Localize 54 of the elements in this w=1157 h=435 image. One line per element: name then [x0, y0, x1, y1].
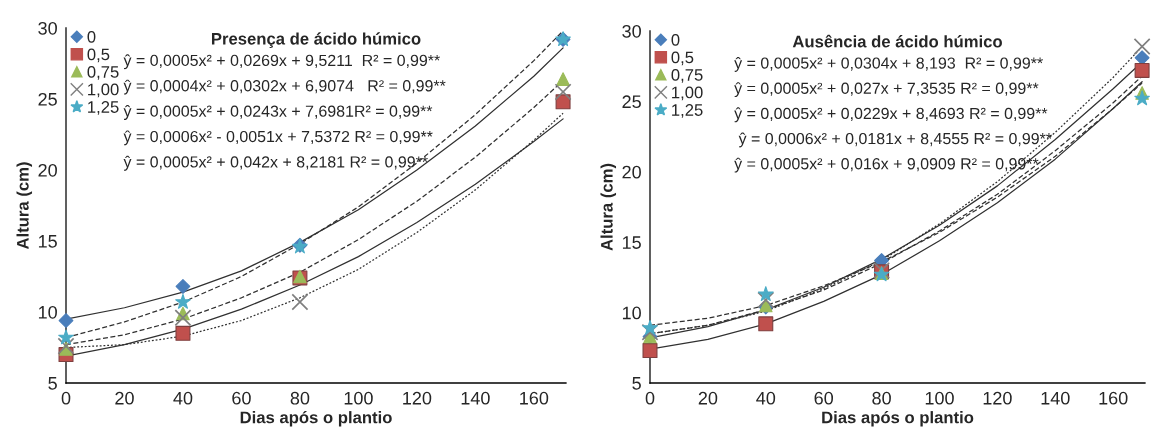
y-tick-label: 30 [38, 21, 57, 35]
x-tick-label: 120 [983, 391, 1012, 405]
x-tick-label: 0 [645, 391, 655, 405]
legend-label: 0,5 [671, 51, 694, 66]
legend-label: 0,5 [87, 48, 110, 63]
y-tick-label: 5 [48, 377, 57, 390]
x-tick-label: 100 [344, 391, 373, 405]
y-axis-title: Altura (cm) [600, 163, 617, 251]
x-tick-label: 20 [115, 391, 134, 405]
x-tick-label: 80 [290, 391, 310, 405]
y-tick-label: 15 [38, 235, 57, 248]
x-tick-label: 40 [756, 391, 776, 405]
annotation: ŷ = 0,0005x² + 0,0229x + 8,4693 R² = 0,99** [734, 107, 1048, 123]
x-tick-label: 100 [925, 391, 954, 405]
y-tick-label: 10 [38, 305, 57, 319]
annotation: ŷ = 0,0004x² + 0,0302x + 6,9074 R² = 0,99** [123, 79, 446, 95]
x-tick-label: 60 [232, 391, 251, 405]
x-tick-label: 160 [1099, 391, 1128, 405]
x-tick-label: 140 [461, 391, 490, 405]
y-tick-label: 15 [622, 236, 641, 249]
x-tick-label: 60 [814, 391, 834, 405]
legend-label: 0,75 [87, 66, 119, 80]
legend-label: 1,25 [672, 104, 703, 118]
y-tick-label: 20 [38, 163, 57, 177]
chart-title: Ausência de ácido húmico [792, 34, 1002, 48]
chart-title: Presença de ácido húmico [211, 32, 421, 48]
x-axis-title: Dias após o plantio [240, 410, 392, 427]
y-tick-label: 25 [622, 95, 641, 109]
x-tick-label: 0 [61, 391, 71, 405]
legend-label: 0 [87, 30, 96, 43]
x-tick-label: 140 [1041, 391, 1070, 405]
annotation: ŷ = 0,0006x² - 0,0051x + 7,5372 R² = 0,99** [123, 130, 433, 146]
annotation: ŷ = 0,0006x² + 0,0181x + 8,4555 R² = 0,99** [738, 132, 1052, 148]
x-tick-label: 40 [173, 391, 193, 405]
annotation: ŷ = 0,0005x² + 0,0269x + 9,5211 R² = 0,99** [123, 54, 440, 70]
y-tick-label: 30 [622, 24, 641, 38]
y-tick-label: 20 [622, 165, 641, 179]
y-tick-label: 5 [632, 377, 641, 390]
y-tick-label: 25 [38, 92, 57, 106]
x-tick-label: 160 [520, 391, 549, 405]
x-tick-label: 20 [698, 391, 718, 405]
x-tick-label: 80 [872, 391, 891, 405]
annotation: ŷ = 0,0005x² + 0,0243x + 7,6981R² = 0,99** [123, 105, 433, 120]
x-axis-title: Dias após o plantio [822, 410, 974, 427]
y-axis-title: Altura (cm) [16, 162, 33, 250]
legend-label: 1,00 [88, 83, 119, 98]
y-tick-label: 10 [622, 306, 641, 320]
annotation: ŷ = 0,0005x² + 0,0304x + 8,193 R² = 0,99** [734, 56, 1043, 72]
legend-label: 1,25 [88, 101, 119, 115]
legend-label: 1,00 [672, 86, 703, 101]
legend-label: 0 [671, 33, 680, 46]
legend-label: 0,75 [671, 69, 703, 83]
annotation: ŷ = 0,0005x² + 0,027x + 7,3535 R² = 0,99** [734, 82, 1039, 98]
x-tick-label: 120 [403, 391, 432, 405]
